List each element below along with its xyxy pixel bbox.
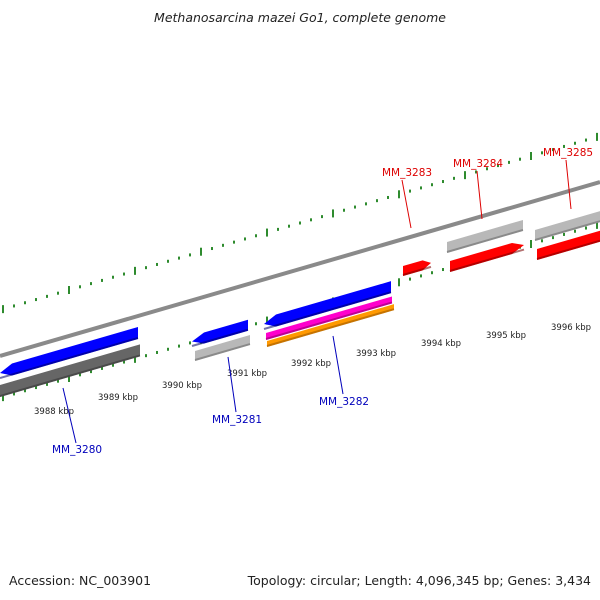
accession-label: Accession: NC_003901 [9, 573, 152, 588]
gene-arrow-mm-3285-shade [536, 239, 600, 260]
leader-line-mm-3283 [401, 179, 412, 229]
scale-tick-label: 3995 kbp [486, 331, 526, 341]
genome-summary: Topology: circular; Length: 4,096,345 bp… [247, 573, 591, 588]
feature-bar-gray-body [195, 335, 250, 361]
leader-line-mm-3284 [476, 170, 483, 220]
gene-arrow-mm-3285-body [537, 230, 600, 260]
feature-bar-orange [266, 304, 395, 347]
leader-line-mm-3282 [332, 335, 344, 395]
backbone-layer [0, 180, 600, 358]
gene-arrow-mm-3281-body [192, 319, 248, 344]
scale-tick-label: 3992 kbp [291, 359, 331, 369]
leader-line-mm-3285 [565, 159, 572, 210]
feature-bar-gray [446, 219, 524, 253]
scale-tick-label: 3990 kbp [162, 381, 202, 391]
scale-tick-label: 3991 kbp [227, 369, 267, 379]
feature-bar-gray [534, 211, 600, 241]
feature-bar-gray-body [0, 344, 140, 397]
scale-tick-label: 3989 kbp [98, 393, 138, 403]
scale-tick-label: 3994 kbp [421, 339, 461, 349]
gene-label-mm-3281: MM_3281 [212, 414, 262, 426]
gene-arrow-mm-3284-shade [449, 248, 525, 272]
feature-bar-gray-shade [446, 228, 524, 253]
gene-arrow-mm-3284 [449, 243, 525, 272]
feature-bar-gray-shade [0, 354, 141, 397]
gene-arrow-mm-3281 [191, 319, 249, 347]
label-layer: 3988 kbp 3989 kbp 3990 kbp 3991 kbp 3992 kbp… [34, 147, 593, 456]
feature-bar-gray-shade [194, 343, 251, 361]
feature-bar-gray-body [447, 219, 523, 253]
gene-arrow-mm-3280-shade [0, 337, 139, 379]
gene-label-mm-3280: MM_3280 [52, 444, 102, 456]
gene-arrow-mm-3280 [0, 326, 139, 379]
scale-tick-label: 3996 kbp [551, 323, 591, 333]
feature-bar-gray-body [535, 211, 600, 241]
feature-bar-gray [0, 344, 141, 397]
gene-arrow-mm-3285 [536, 230, 600, 260]
feature-bar-gray-shade [534, 220, 600, 241]
gene-label-mm-3283: MM_3283 [382, 167, 432, 179]
scale-tick-label: 3993 kbp [356, 349, 396, 359]
gene-arrow-mm-3283 [402, 260, 432, 276]
feature-bar-magenta-shade [265, 301, 393, 340]
leader-line-mm-3281 [227, 356, 237, 413]
scale-tick-label: 3988 kbp [34, 407, 74, 417]
gene-arrow-mm-3281-shade [191, 328, 249, 347]
gene-arrow-mm-3283-shade [402, 265, 432, 276]
gene-arrow-mm-3280-body [0, 326, 138, 376]
leader-line-mm-3280 [62, 387, 77, 444]
feature-bar-magenta [265, 296, 393, 340]
feature-layer [0, 211, 600, 397]
gene-arrow-mm-3282-shade [263, 291, 392, 330]
feature-bar-gray [194, 335, 251, 361]
gene-label-mm-3282: MM_3282 [319, 396, 369, 408]
gene-arrow-mm-3282-body [264, 281, 391, 327]
gene-arrow-mm-3282 [263, 281, 392, 330]
gene-label-mm-3285: MM_3285 [543, 147, 593, 159]
feature-bar-orange-shade [266, 308, 395, 347]
backbone-axis [0, 180, 600, 358]
map-title: Methanosarcina mazei Go1, complete genom… [154, 10, 446, 25]
gene-label-mm-3284: MM_3284 [453, 158, 503, 170]
